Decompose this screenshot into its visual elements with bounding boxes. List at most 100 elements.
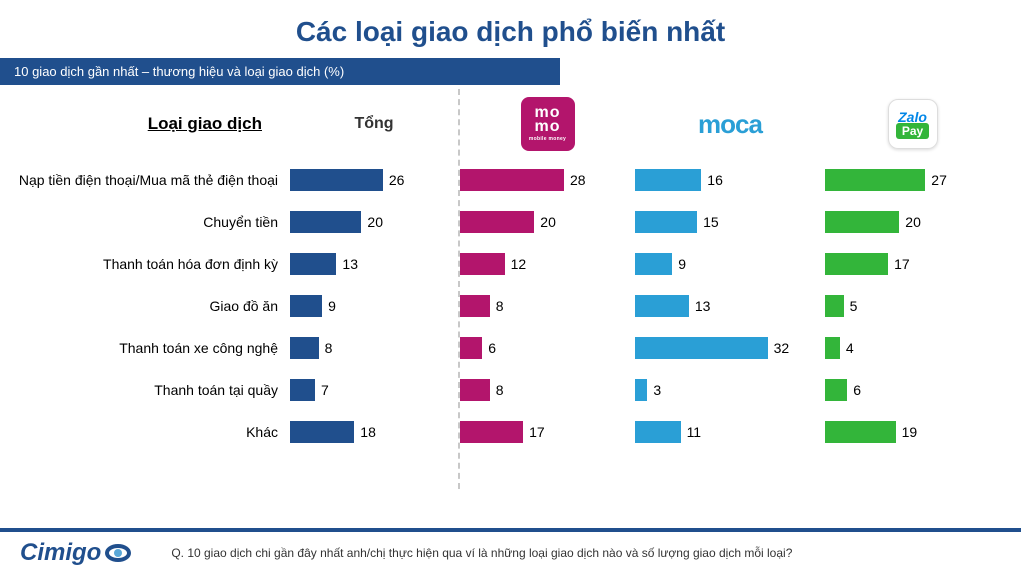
- bar: [460, 379, 490, 401]
- bar-value: 12: [511, 256, 527, 272]
- bar-row: 32: [635, 327, 825, 369]
- page-title: Các loại giao dịch phổ biến nhất: [0, 0, 1021, 58]
- column-momo: momomobile money 28 20 12 8 6 8 17: [460, 89, 635, 489]
- bar-row: 19: [825, 411, 1000, 453]
- bar: [825, 169, 925, 191]
- bar-row: 8: [460, 285, 635, 327]
- bar: [825, 337, 840, 359]
- bar: [290, 379, 315, 401]
- slide: Các loại giao dịch phổ biến nhất 10 giao…: [0, 0, 1021, 574]
- labels-column: Loại giao dịch Nạp tiền điện thoại/Mua m…: [0, 89, 290, 489]
- bar-value: 8: [325, 340, 333, 356]
- bar-row: 20: [460, 201, 635, 243]
- bar-value: 8: [496, 298, 504, 314]
- bar-row: 11: [635, 411, 825, 453]
- bar-value: 13: [695, 298, 711, 314]
- bar-value: 17: [894, 256, 910, 272]
- bar-row: 20: [825, 201, 1000, 243]
- category-label: Khác: [0, 411, 282, 453]
- bar-value: 17: [529, 424, 545, 440]
- bar-row: 9: [635, 243, 825, 285]
- bar-value: 13: [342, 256, 358, 272]
- bar: [460, 295, 490, 317]
- bar: [290, 211, 361, 233]
- bar: [635, 211, 697, 233]
- bar-value: 18: [360, 424, 376, 440]
- bar-row: 9: [290, 285, 458, 327]
- bar: [290, 337, 319, 359]
- bar-row: 6: [825, 369, 1000, 411]
- cimigo-logo: Cimigo: [20, 539, 131, 567]
- zalopay-logo-icon: ZaloPay: [888, 99, 938, 149]
- bar: [460, 211, 534, 233]
- column-tong: Tổng 26 20 13 9 8 7 18: [290, 89, 460, 489]
- bar-value: 15: [703, 214, 719, 230]
- category-label: Nạp tiền điện thoại/Mua mã thẻ điện thoạ…: [0, 159, 282, 201]
- bar-row: 13: [635, 285, 825, 327]
- bar: [825, 253, 888, 275]
- bar: [460, 421, 523, 443]
- bar: [290, 295, 322, 317]
- bar-row: 8: [460, 369, 635, 411]
- bar: [635, 337, 768, 359]
- bar-value: 32: [774, 340, 790, 356]
- bar: [635, 295, 689, 317]
- bar-value: 20: [367, 214, 383, 230]
- bar-row: 12: [460, 243, 635, 285]
- bar: [825, 379, 847, 401]
- bar-row: 6: [460, 327, 635, 369]
- bar: [460, 253, 505, 275]
- bar-row: 26: [290, 159, 458, 201]
- bar-row: 8: [290, 327, 458, 369]
- footnote: Q. 10 giao dịch chi gần đây nhất anh/chị…: [171, 546, 792, 560]
- category-label: Chuyển tiền: [0, 201, 282, 243]
- momo-logo-icon: momomobile money: [521, 97, 575, 151]
- footer-bar: Cimigo Q. 10 giao dịch chi gần đây nhất …: [0, 528, 1021, 574]
- bar: [825, 421, 896, 443]
- bar-value: 20: [540, 214, 556, 230]
- bar-value: 26: [389, 172, 405, 188]
- column-header-momo: momomobile money: [460, 89, 635, 159]
- bar: [460, 337, 482, 359]
- bar-row: 20: [290, 201, 458, 243]
- subtitle-bar: 10 giao dịch gần nhất – thương hiệu và l…: [0, 58, 560, 85]
- bar: [290, 169, 383, 191]
- bar: [635, 169, 701, 191]
- bar-row: 7: [290, 369, 458, 411]
- bar-row: 13: [290, 243, 458, 285]
- column-moca: moca 16 15 9 13 32 3 11: [635, 89, 825, 489]
- bar-value: 6: [488, 340, 496, 356]
- bar-row: 4: [825, 327, 1000, 369]
- bar-row: 3: [635, 369, 825, 411]
- bar-row: 28: [460, 159, 635, 201]
- bar-value: 11: [687, 424, 702, 440]
- bar: [635, 253, 672, 275]
- labels-header: Loại giao dịch: [0, 89, 282, 159]
- moca-logo-icon: moca: [698, 109, 762, 140]
- category-label: Thanh toán hóa đơn định kỳ: [0, 243, 282, 285]
- bar-row: 15: [635, 201, 825, 243]
- bar-value: 6: [853, 382, 861, 398]
- column-header-tong: Tổng: [290, 89, 458, 159]
- bar-row: 27: [825, 159, 1000, 201]
- bar-row: 16: [635, 159, 825, 201]
- bar-value: 9: [328, 298, 336, 314]
- bar: [290, 253, 336, 275]
- bar-value: 7: [321, 382, 329, 398]
- bar-value: 4: [846, 340, 854, 356]
- bar-value: 28: [570, 172, 586, 188]
- category-label: Giao đồ ăn: [0, 285, 282, 327]
- chart-area: Loại giao dịch Nạp tiền điện thoại/Mua m…: [0, 89, 1021, 489]
- bar: [460, 169, 564, 191]
- bar-value: 19: [902, 424, 918, 440]
- bar: [635, 379, 647, 401]
- column-zalo: ZaloPay 27 20 17 5 4 6 19: [825, 89, 1000, 489]
- category-label: Thanh toán tại quầy: [0, 369, 282, 411]
- bar-value: 3: [653, 382, 661, 398]
- bar-value: 5: [850, 298, 858, 314]
- column-header-zalo: ZaloPay: [825, 89, 1000, 159]
- bar-value: 16: [707, 172, 723, 188]
- category-label: Thanh toán xe công nghệ: [0, 327, 282, 369]
- column-header-moca: moca: [635, 89, 825, 159]
- bar-value: 20: [905, 214, 921, 230]
